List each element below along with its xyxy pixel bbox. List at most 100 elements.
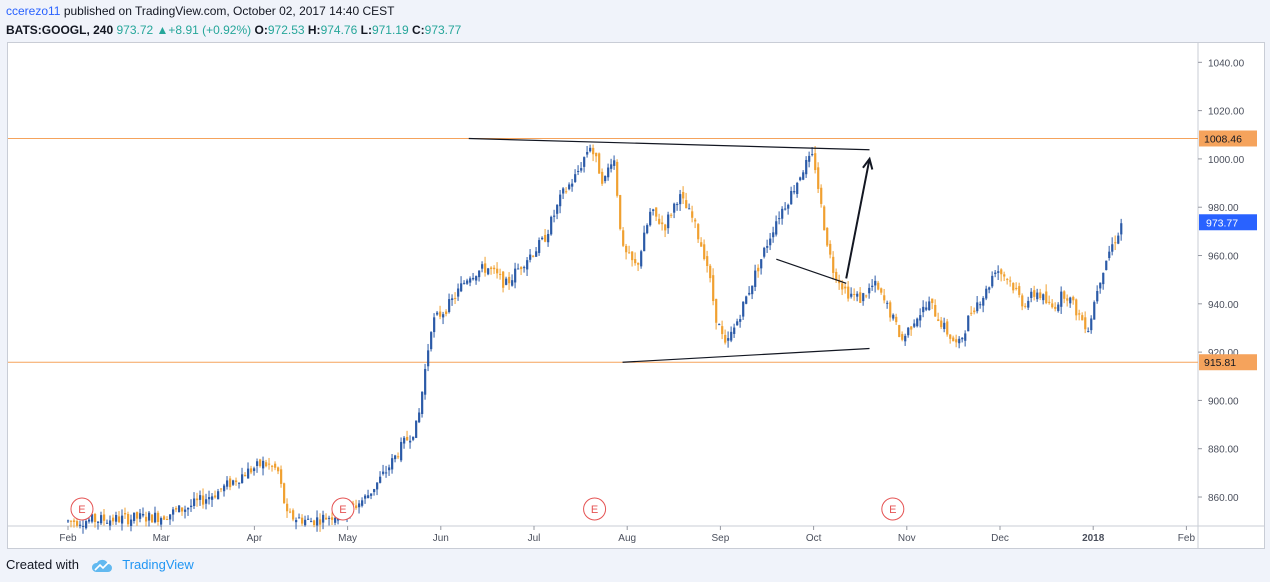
author-link[interactable]: ccerezo11	[6, 4, 61, 18]
candle-body	[154, 512, 157, 523]
candle-body	[1114, 242, 1117, 244]
candle-body	[310, 521, 313, 523]
chart-area[interactable]: 1040.00 1020.00 1000.00 980.00 960.00 940.00 9…	[7, 42, 1265, 549]
candle-body	[379, 476, 382, 483]
candle-body	[895, 316, 898, 323]
price-tick-label: 1000.00	[1208, 155, 1245, 166]
candle-body	[982, 297, 985, 306]
candle-body	[439, 311, 442, 317]
candle-body	[103, 514, 106, 521]
candle-body	[592, 147, 595, 155]
candle-body	[673, 203, 676, 213]
candle-body	[652, 209, 655, 211]
candle-body	[700, 242, 703, 247]
time-tick-label: Jun	[433, 533, 449, 544]
trendline-drawing[interactable]	[468, 137, 870, 151]
candle-body	[67, 520, 70, 522]
tradingview-brand-link[interactable]: TradingView	[122, 557, 194, 572]
candle-body	[274, 463, 277, 468]
candle-body	[544, 234, 547, 242]
candle-body	[184, 509, 187, 512]
candle-body	[811, 154, 814, 156]
trendline-drawing[interactable]	[622, 347, 870, 363]
trendline-drawing[interactable]	[776, 258, 847, 284]
footer: Created with TradingView	[6, 557, 194, 573]
candle-body	[247, 468, 250, 479]
candle-body	[994, 272, 997, 275]
candle-body	[961, 337, 964, 340]
candle-body	[808, 155, 811, 162]
candle-body	[76, 521, 79, 526]
last-value: 973.72	[116, 23, 154, 37]
candle-body	[1066, 298, 1069, 301]
candle-body	[469, 278, 472, 283]
candle-body	[301, 517, 304, 524]
candle-body	[583, 157, 586, 167]
earnings-event-marker[interactable]	[881, 497, 905, 521]
candle-body	[457, 288, 460, 297]
candle-body	[481, 264, 484, 269]
up-triangle-icon: ▲	[156, 23, 169, 37]
candle-body	[424, 368, 427, 395]
candle-body	[79, 524, 82, 526]
candle-body	[265, 462, 268, 467]
candle-body	[229, 478, 232, 488]
price-tick-label: 1040.00	[1208, 58, 1245, 69]
candle-body	[1045, 291, 1048, 304]
candle-body	[1120, 223, 1123, 235]
candle-body	[160, 518, 163, 525]
time-tick-label: Sep	[712, 533, 730, 544]
candle-body	[922, 306, 925, 313]
candle-body	[898, 325, 901, 337]
earnings-event-marker[interactable]	[331, 497, 355, 521]
candle-body	[619, 195, 622, 229]
candle-body	[733, 327, 736, 334]
candle-body	[886, 302, 889, 304]
earnings-event-marker[interactable]	[70, 497, 94, 521]
candle-body	[940, 320, 943, 328]
candle-body	[415, 420, 418, 438]
price-chart[interactable]: 1040.00 1020.00 1000.00 980.00 960.00 940.00 9…	[8, 43, 1264, 548]
candle-body	[841, 283, 844, 290]
candle-body	[385, 472, 388, 474]
candle-body	[943, 322, 946, 330]
candle-body	[973, 310, 976, 313]
candle-body	[508, 276, 511, 284]
price-tick-label: 960.00	[1208, 252, 1239, 263]
candle-body	[295, 519, 298, 523]
candle-body	[589, 147, 592, 152]
candle-body	[847, 286, 850, 299]
candle-body	[1051, 303, 1054, 308]
candle-body	[487, 268, 490, 275]
arrow-drawing[interactable]	[845, 158, 871, 279]
candle-body	[175, 508, 178, 510]
candle-body	[1099, 282, 1102, 289]
candle-body	[622, 230, 625, 246]
candle-body	[853, 293, 856, 295]
earnings-event-label: E	[889, 504, 896, 516]
candle-body	[529, 254, 532, 260]
created-with-text: Created with	[6, 557, 79, 572]
candle-body	[136, 512, 139, 519]
candle-body	[157, 512, 160, 522]
candle-body	[325, 517, 328, 520]
arrow-head	[862, 156, 874, 170]
candle-body	[223, 485, 226, 492]
candle-body	[802, 172, 805, 180]
candle-body	[478, 270, 481, 278]
candle-body	[553, 215, 556, 217]
candle-body	[865, 295, 868, 297]
candle-body	[655, 207, 658, 217]
candle-body	[685, 200, 688, 209]
candle-body	[124, 513, 127, 515]
candle-body	[832, 256, 835, 273]
candle-body	[625, 245, 628, 253]
candle-body	[178, 505, 181, 513]
candle-body	[946, 321, 949, 335]
earnings-event-marker[interactable]	[583, 497, 607, 521]
candle-body	[460, 283, 463, 292]
candle-body	[118, 516, 121, 523]
candle-body	[556, 204, 559, 214]
candle-body	[889, 302, 892, 318]
candle-body	[559, 194, 562, 207]
